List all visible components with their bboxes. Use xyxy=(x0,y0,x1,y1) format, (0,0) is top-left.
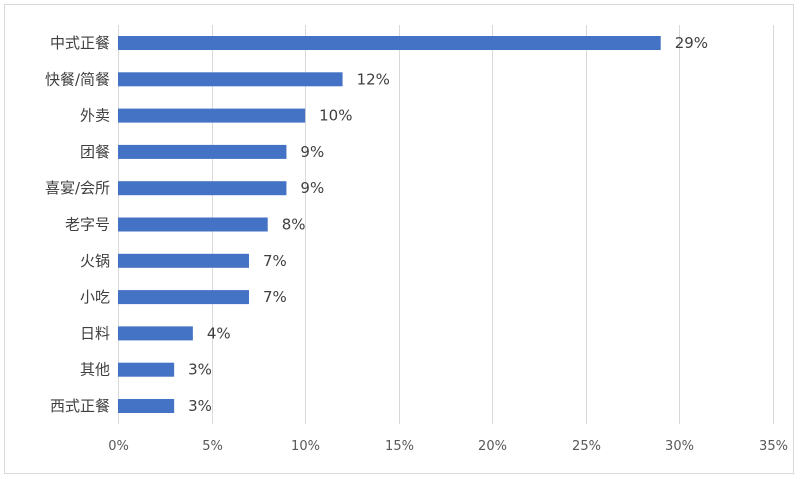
x-tick-label: 25% xyxy=(572,439,601,454)
value-label: 4% xyxy=(207,324,231,342)
value-labels: 29% 12% 10% 9% 9% 8% 7% 7% 4% 3% 3% xyxy=(188,34,708,415)
value-label: 12% xyxy=(357,70,390,88)
x-tick-label: 10% xyxy=(291,439,320,454)
x-axis-tick-labels: 0% 5% 10% 15% 20% 25% 30% 35% xyxy=(108,439,788,454)
category-label: 喜宴/会所 xyxy=(45,179,110,197)
value-label: 3% xyxy=(188,397,212,415)
bar xyxy=(118,36,661,50)
value-label: 7% xyxy=(263,252,287,270)
category-label: 小吃 xyxy=(80,288,110,306)
category-label: 西式正餐 xyxy=(50,397,110,415)
bar xyxy=(118,253,249,268)
bars xyxy=(118,36,661,413)
value-label: 3% xyxy=(188,361,212,379)
category-label: 快餐/简餐 xyxy=(45,70,110,88)
value-label: 8% xyxy=(282,216,306,234)
bar xyxy=(118,144,287,159)
bar xyxy=(118,362,175,377)
x-tick-label: 20% xyxy=(478,439,507,454)
bar xyxy=(118,217,268,232)
category-label: 团餐 xyxy=(80,143,110,161)
bar xyxy=(118,72,343,87)
value-label: 29% xyxy=(675,34,708,52)
x-tick-label: 0% xyxy=(108,439,129,454)
bar xyxy=(118,290,249,305)
x-tick-label: 15% xyxy=(385,439,414,454)
bar xyxy=(118,326,193,341)
bar xyxy=(118,108,306,123)
value-label: 9% xyxy=(300,143,324,161)
x-tick-label: 30% xyxy=(665,439,694,454)
category-label: 中式正餐 xyxy=(50,34,110,52)
value-label: 7% xyxy=(263,288,287,306)
category-label: 老字号 xyxy=(65,216,110,234)
category-label: 日料 xyxy=(80,324,110,342)
category-label: 火锅 xyxy=(80,252,110,270)
category-label: 外卖 xyxy=(80,107,110,125)
gridlines xyxy=(118,25,774,424)
bar xyxy=(118,181,287,196)
x-tick-label: 5% xyxy=(202,439,223,454)
value-label: 9% xyxy=(300,179,324,197)
x-tick-label: 35% xyxy=(759,439,788,454)
category-label: 其他 xyxy=(80,361,110,379)
value-label: 10% xyxy=(319,107,352,125)
bar xyxy=(118,399,175,413)
